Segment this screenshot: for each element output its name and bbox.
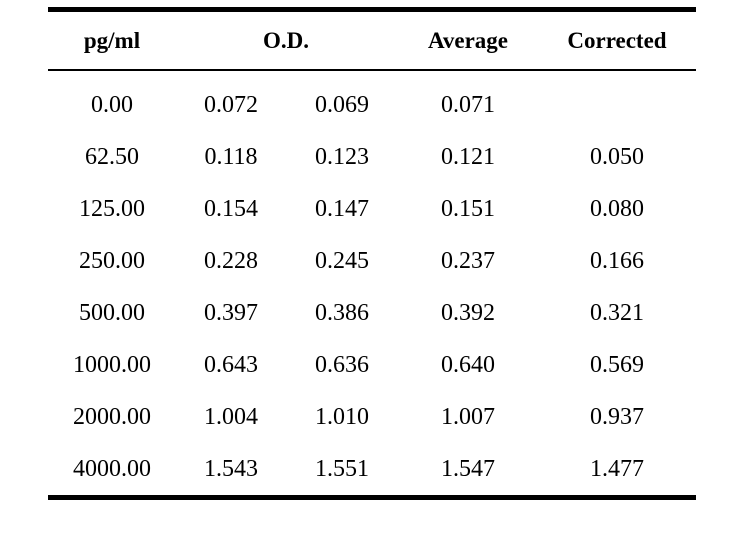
table-top-rule [48, 7, 696, 12]
table-row: 500.00 0.397 0.386 0.392 0.321 [48, 287, 696, 339]
cell-concentration: 62.50 [85, 143, 139, 170]
cell-od-1: 0.397 [204, 299, 258, 326]
cell-average: 0.151 [441, 195, 495, 222]
cell-concentration: 0.00 [91, 91, 133, 118]
cell-od-2: 0.636 [315, 351, 369, 378]
cell-corrected: 0.050 [590, 143, 644, 170]
cell-od-1: 1.004 [204, 403, 258, 430]
cell-average: 0.392 [441, 299, 495, 326]
cell-corrected: 0.080 [590, 195, 644, 222]
header-concentration: pg/ml [83, 27, 141, 53]
table-row: 2000.00 1.004 1.010 1.007 0.937 [48, 391, 696, 443]
cell-corrected: 0.937 [590, 403, 644, 430]
cell-average: 0.237 [441, 247, 495, 274]
table-body: 0.00 0.072 0.069 0.071 62.50 0.118 0.123… [48, 71, 696, 495]
table-row: 4000.00 1.543 1.551 1.547 1.477 [48, 443, 696, 495]
cell-od-2: 0.123 [315, 143, 369, 170]
cell-corrected: 0.321 [590, 299, 644, 326]
cell-corrected: 0.166 [590, 247, 644, 274]
cell-od-1: 0.228 [204, 247, 258, 274]
table-row: 62.50 0.118 0.123 0.121 0.050 [48, 131, 696, 183]
table-row: 0.00 0.072 0.069 0.071 [48, 79, 696, 131]
cell-od-1: 0.643 [204, 351, 258, 378]
cell-concentration: 1000.00 [73, 351, 151, 378]
cell-concentration: 250.00 [79, 247, 145, 274]
cell-average: 0.121 [441, 143, 495, 170]
cell-corrected: 0.569 [590, 351, 644, 378]
cell-corrected: 1.477 [590, 455, 644, 482]
data-table: pg/ml O.D. Average Corrected 0.00 0.072 … [48, 7, 696, 500]
header-average: Average [427, 27, 509, 53]
cell-od-1: 0.154 [204, 195, 258, 222]
cell-od-2: 0.245 [315, 247, 369, 274]
cell-od-1: 0.118 [204, 143, 258, 170]
cell-average: 0.071 [441, 91, 495, 118]
cell-od-2: 1.551 [315, 455, 369, 482]
table-bottom-rule [48, 495, 696, 500]
cell-od-2: 0.386 [315, 299, 369, 326]
cell-od-2: 0.147 [315, 195, 369, 222]
cell-concentration: 4000.00 [73, 455, 151, 482]
cell-od-1: 0.072 [204, 91, 258, 118]
cell-od-2: 1.010 [315, 403, 369, 430]
header-corrected: Corrected [567, 27, 667, 53]
table-row: 1000.00 0.643 0.636 0.640 0.569 [48, 339, 696, 391]
table-header-row: pg/ml O.D. Average Corrected [48, 12, 696, 69]
cell-od-2: 0.069 [315, 91, 369, 118]
table-row: 250.00 0.228 0.245 0.237 0.166 [48, 235, 696, 287]
table-header-rule [48, 69, 696, 71]
cell-concentration: 125.00 [79, 195, 145, 222]
cell-concentration: 500.00 [79, 299, 145, 326]
cell-od-1: 1.543 [204, 455, 258, 482]
table-row: 125.00 0.154 0.147 0.151 0.080 [48, 183, 696, 235]
header-od: O.D. [263, 27, 309, 53]
cell-average: 0.640 [441, 351, 495, 378]
cell-average: 1.547 [441, 455, 495, 482]
cell-average: 1.007 [441, 403, 495, 430]
cell-corrected [567, 79, 667, 131]
cell-concentration: 2000.00 [73, 403, 151, 430]
